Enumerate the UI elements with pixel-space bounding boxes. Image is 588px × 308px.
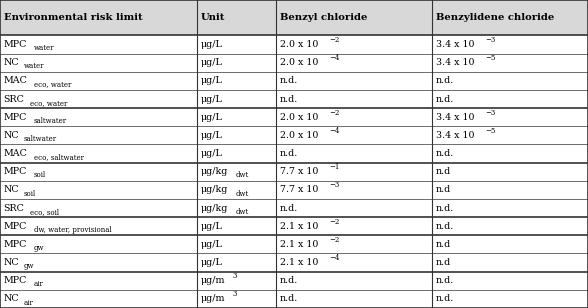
Text: water: water bbox=[24, 62, 44, 70]
Text: μg/L: μg/L bbox=[201, 113, 222, 122]
Text: −3: −3 bbox=[329, 181, 340, 189]
Text: soil: soil bbox=[34, 171, 46, 179]
Text: 3.4 x 10: 3.4 x 10 bbox=[436, 113, 474, 122]
Text: 2.1 x 10: 2.1 x 10 bbox=[280, 222, 318, 231]
Text: n.d.: n.d. bbox=[436, 95, 454, 103]
Text: gw: gw bbox=[24, 262, 34, 270]
Text: MPC: MPC bbox=[4, 222, 27, 231]
Text: eco, water: eco, water bbox=[31, 99, 68, 107]
Bar bbox=[0, 0, 588, 35]
Text: 7.7 x 10: 7.7 x 10 bbox=[280, 185, 318, 194]
Text: n.d: n.d bbox=[436, 167, 451, 176]
Text: n.d.: n.d. bbox=[436, 294, 454, 303]
Text: 2.1 x 10: 2.1 x 10 bbox=[280, 258, 318, 267]
Text: NC: NC bbox=[4, 294, 19, 303]
Text: Environmental risk limit: Environmental risk limit bbox=[4, 13, 142, 22]
Text: μg/L: μg/L bbox=[201, 131, 222, 140]
Text: 7.7 x 10: 7.7 x 10 bbox=[280, 167, 318, 176]
Text: 3.4 x 10: 3.4 x 10 bbox=[436, 58, 474, 67]
Text: dw, water, provisional: dw, water, provisional bbox=[34, 226, 111, 234]
Text: saltwater: saltwater bbox=[24, 135, 57, 143]
Text: n.d.: n.d. bbox=[280, 294, 298, 303]
Text: −2: −2 bbox=[329, 236, 340, 244]
Text: −5: −5 bbox=[485, 127, 496, 135]
Text: soil: soil bbox=[24, 189, 36, 197]
Text: −4: −4 bbox=[329, 127, 340, 135]
Text: μg/L: μg/L bbox=[201, 240, 222, 249]
Text: NC: NC bbox=[4, 58, 19, 67]
Text: MPC: MPC bbox=[4, 113, 27, 122]
Text: −1: −1 bbox=[329, 163, 340, 171]
Text: −3: −3 bbox=[485, 36, 496, 44]
Text: dwt: dwt bbox=[236, 208, 249, 216]
Text: −2: −2 bbox=[329, 218, 340, 226]
Text: SRC: SRC bbox=[4, 204, 25, 213]
Text: −2: −2 bbox=[329, 36, 340, 44]
Text: n.d.: n.d. bbox=[436, 76, 454, 85]
Text: μg/L: μg/L bbox=[201, 76, 222, 85]
Text: eco, saltwater: eco, saltwater bbox=[34, 153, 84, 161]
Text: μg/L: μg/L bbox=[201, 258, 222, 267]
Text: eco, soil: eco, soil bbox=[31, 208, 59, 216]
Text: SRC: SRC bbox=[4, 95, 25, 103]
Text: μg/L: μg/L bbox=[201, 149, 222, 158]
Text: n.d.: n.d. bbox=[436, 149, 454, 158]
Text: Benzylidene chloride: Benzylidene chloride bbox=[436, 13, 554, 22]
Text: Unit: Unit bbox=[201, 13, 225, 22]
Text: μg/L: μg/L bbox=[201, 95, 222, 103]
Text: 2.0 x 10: 2.0 x 10 bbox=[280, 40, 318, 49]
Text: μg/L: μg/L bbox=[201, 58, 222, 67]
Text: gw: gw bbox=[34, 244, 44, 252]
Text: 2.0 x 10: 2.0 x 10 bbox=[280, 131, 318, 140]
Text: n.d.: n.d. bbox=[280, 76, 298, 85]
Text: n.d: n.d bbox=[436, 258, 451, 267]
Text: water: water bbox=[34, 44, 54, 52]
Text: dwt: dwt bbox=[236, 189, 249, 197]
Text: n.d: n.d bbox=[436, 185, 451, 194]
Text: 2.0 x 10: 2.0 x 10 bbox=[280, 113, 318, 122]
Text: 3.4 x 10: 3.4 x 10 bbox=[436, 131, 474, 140]
Text: μg/m: μg/m bbox=[201, 294, 225, 303]
Text: −5: −5 bbox=[485, 54, 496, 62]
Text: 2.1 x 10: 2.1 x 10 bbox=[280, 240, 318, 249]
Text: μg/kg: μg/kg bbox=[201, 185, 228, 194]
Text: μg/kg: μg/kg bbox=[201, 167, 228, 176]
Text: 3.4 x 10: 3.4 x 10 bbox=[436, 40, 474, 49]
Text: 2.0 x 10: 2.0 x 10 bbox=[280, 58, 318, 67]
Text: eco, water: eco, water bbox=[34, 80, 72, 88]
Text: MPC: MPC bbox=[4, 240, 27, 249]
Text: μg/L: μg/L bbox=[201, 222, 222, 231]
Text: dwt: dwt bbox=[236, 171, 249, 179]
Text: −4: −4 bbox=[329, 54, 340, 62]
Text: MPC: MPC bbox=[4, 40, 27, 49]
Text: air: air bbox=[34, 280, 44, 288]
Text: MPC: MPC bbox=[4, 167, 27, 176]
Text: n.d.: n.d. bbox=[436, 204, 454, 213]
Text: 3: 3 bbox=[232, 290, 236, 298]
Text: NC: NC bbox=[4, 258, 19, 267]
Text: NC: NC bbox=[4, 185, 19, 194]
Text: n.d.: n.d. bbox=[280, 204, 298, 213]
Text: NC: NC bbox=[4, 131, 19, 140]
Text: μg/L: μg/L bbox=[201, 40, 222, 49]
Text: n.d.: n.d. bbox=[280, 149, 298, 158]
Text: n.d.: n.d. bbox=[436, 222, 454, 231]
Text: MAC: MAC bbox=[4, 76, 28, 85]
Text: −4: −4 bbox=[329, 254, 340, 262]
Text: μg/m: μg/m bbox=[201, 276, 225, 285]
Text: −3: −3 bbox=[485, 109, 496, 117]
Text: n.d.: n.d. bbox=[436, 276, 454, 285]
Text: MPC: MPC bbox=[4, 276, 27, 285]
Text: Benzyl chloride: Benzyl chloride bbox=[280, 13, 368, 22]
Text: 3: 3 bbox=[232, 272, 236, 280]
Text: saltwater: saltwater bbox=[34, 117, 67, 125]
Text: n.d: n.d bbox=[436, 240, 451, 249]
Text: μg/kg: μg/kg bbox=[201, 204, 228, 213]
Text: n.d.: n.d. bbox=[280, 95, 298, 103]
Text: n.d.: n.d. bbox=[280, 276, 298, 285]
Text: −2: −2 bbox=[329, 109, 340, 117]
Text: MAC: MAC bbox=[4, 149, 28, 158]
Text: air: air bbox=[24, 298, 34, 306]
